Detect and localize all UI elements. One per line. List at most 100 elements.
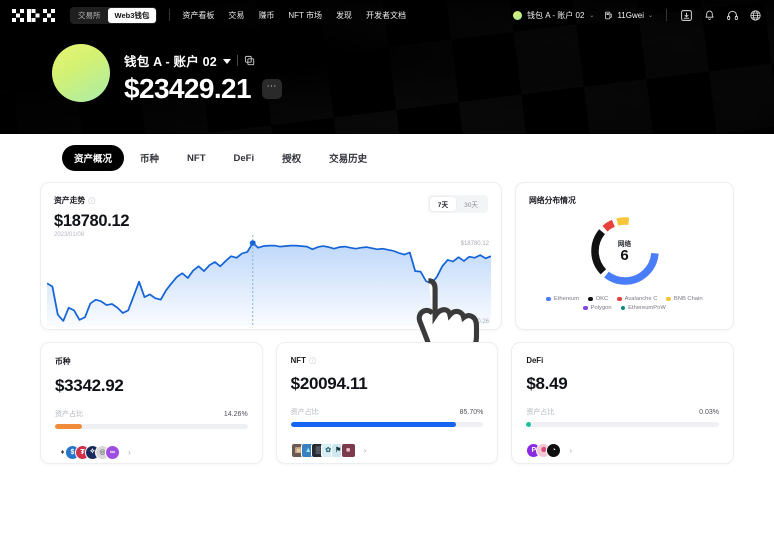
- asset-chip-icon: ∞: [105, 444, 120, 460]
- account-selector-label: 钱包 A - 账户 02: [527, 10, 585, 20]
- legend-dot: [583, 305, 588, 311]
- nft-card-icon-row[interactable]: ▣ ▲ ▒ ✿ ⚑ ■ ›: [290, 442, 484, 458]
- headphones-icon[interactable]: [726, 9, 739, 22]
- defi-summary-card: DeFi $8.49 资产占比 0.03% P ✺ ◔ ›: [511, 342, 735, 464]
- nav-link-developer-docs[interactable]: 开发者文档: [366, 10, 407, 20]
- defi-card-progress-fill: [526, 422, 531, 427]
- asset-chip-icon: ■: [340, 442, 356, 458]
- network-distribution-title-row: 网络分布情况: [529, 195, 720, 206]
- network-legend-row-2: Polygon EthereumPoW: [529, 305, 720, 311]
- legend-item-ethereum: Ethereum: [546, 296, 579, 302]
- legend-item-okc: OKC: [588, 296, 608, 302]
- nav-link-nft-market[interactable]: NFT 市场: [288, 10, 323, 20]
- navbar-divider: [169, 9, 171, 21]
- asset-trend-title: 资产走势: [54, 196, 86, 205]
- avatar[interactable]: [52, 44, 110, 102]
- network-legend: Ethereum OKC Avalanche C BNB Chain: [529, 296, 720, 311]
- token-card-title-row: 币种: [55, 356, 248, 367]
- legend-dot: [546, 296, 551, 302]
- total-balance: $23429.21: [124, 73, 252, 104]
- more-actions-button[interactable]: ⋯: [261, 79, 282, 99]
- defi-card-title: DeFi: [526, 356, 544, 365]
- defi-icon-stack: P ✺ ◔: [526, 442, 562, 458]
- chevron-right-icon[interactable]: ›: [363, 445, 367, 455]
- chevron-down-icon: ⌄: [589, 12, 595, 19]
- defi-card-icon-row[interactable]: P ✺ ◔ ›: [526, 442, 719, 458]
- legend-dot: [620, 305, 626, 311]
- nft-card-value: $20094.11: [290, 374, 368, 393]
- nft-card-title-row: NFT: [291, 356, 484, 365]
- legend-item-polygon: Polygon: [583, 305, 612, 311]
- bell-icon[interactable]: [703, 9, 716, 22]
- asset-trend-date: 2023/01/08: [54, 232, 85, 238]
- token-icon-stack: ♦ $ ₮ ⟡ ◎ ∞: [55, 444, 120, 460]
- share-label: 资产占比: [55, 411, 83, 418]
- network-distribution-card: 网络分布情况 网络 6 Ethereum: [515, 182, 734, 330]
- nav-link-earn[interactable]: 赚币: [258, 10, 275, 20]
- token-card-share-row: 资产占比 14.26%: [55, 409, 248, 419]
- token-summary-card: 币种 $3342.92 资产占比 14.26% ♦ $ ₮ ⟡ ◎ ∞ ›: [40, 342, 263, 464]
- main-content: 资产走势 $18780.12 2023/01/08 7天 30天: [0, 182, 774, 464]
- chevron-right-icon[interactable]: ›: [569, 445, 573, 455]
- nav-link-discover[interactable]: 发现: [336, 10, 353, 20]
- token-card-icon-row[interactable]: ♦ $ ₮ ⟡ ◎ ∞ ›: [55, 444, 248, 460]
- legend-dot: [666, 296, 671, 302]
- time-range-toggle: 7天 30天: [427, 195, 488, 213]
- okx-logo[interactable]: [12, 8, 56, 22]
- range-30d[interactable]: 30天: [464, 202, 478, 209]
- tab-nft[interactable]: NFT: [187, 152, 206, 164]
- tab-transaction-history[interactable]: 交易历史: [329, 154, 368, 165]
- top-navbar: 交易所 Web3钱包 资产看板 交易 赚币 NFT 市场 发现 开发者文档 钱包…: [0, 0, 774, 30]
- legend-label: Polygon: [590, 305, 612, 311]
- info-icon[interactable]: [309, 356, 317, 365]
- donut-label: 网络: [617, 241, 632, 249]
- chevron-down-icon[interactable]: [222, 59, 231, 64]
- legend-label: Avalanche C: [624, 296, 658, 302]
- segment-exchange[interactable]: 交易所: [78, 10, 101, 20]
- share-value: 0.03%: [699, 409, 720, 416]
- globe-icon[interactable]: [749, 9, 762, 22]
- donut-segment: [590, 217, 659, 285]
- range-7d[interactable]: 7天: [429, 197, 457, 211]
- tab-tokens[interactable]: 币种: [140, 154, 160, 165]
- chevron-right-icon[interactable]: ›: [128, 447, 131, 457]
- nft-icon-stack: ▣ ▲ ▒ ✿ ⚑ ■: [290, 442, 356, 458]
- section-tabs: 资产概况 币种 NFT DeFi 授权 交易历史: [0, 134, 774, 182]
- token-card-progress-track: [55, 424, 248, 429]
- gas-pump-icon: [605, 11, 613, 19]
- account-avatar-dot: [513, 10, 523, 20]
- tab-overview[interactable]: 资产概况: [62, 145, 125, 171]
- info-icon[interactable]: [88, 196, 96, 205]
- segment-web3-wallet[interactable]: Web3钱包: [107, 7, 157, 23]
- navbar-divider-2: [666, 9, 667, 21]
- asset-trend-title-row: 资产走势: [54, 195, 488, 206]
- legend-label: EthereumPoW: [628, 305, 666, 311]
- legend-item-avalanche-c: Avalanche C: [617, 296, 657, 302]
- asset-trend-chart[interactable]: $18780.12 $2190.26: [47, 235, 491, 358]
- nav-link-trade[interactable]: 交易: [228, 10, 245, 20]
- hero-account-block: 钱包 A - 账户 02 $23429.21 ⋯: [0, 30, 774, 105]
- nft-card-progress-fill: [290, 422, 456, 427]
- download-box-icon[interactable]: [680, 9, 693, 22]
- navbar-links: 资产看板 交易 赚币 NFT 市场 发现 开发者文档: [182, 10, 406, 21]
- asset-chip-icon: ◔: [546, 442, 562, 458]
- tab-approvals[interactable]: 授权: [282, 154, 302, 165]
- nav-link-dashboard[interactable]: 资产看板: [182, 10, 215, 20]
- hero-header: 交易所 Web3钱包 资产看板 交易 赚币 NFT 市场 发现 开发者文档 钱包…: [0, 0, 774, 134]
- account-divider: [236, 55, 238, 66]
- network-legend-row-1: Ethereum OKC Avalanche C BNB Chain: [529, 296, 720, 302]
- legend-label: OKC: [595, 296, 609, 302]
- trend-line-svg: [47, 235, 491, 327]
- account-selector[interactable]: 钱包 A - 账户 02 ⌄: [513, 10, 594, 21]
- mouse-cursor-icon: [416, 278, 480, 358]
- tab-defi[interactable]: DeFi: [233, 152, 255, 164]
- gas-price-selector[interactable]: 11Gwei ⌄: [604, 11, 653, 20]
- network-donut-chart[interactable]: 网络 6: [529, 212, 720, 290]
- donut-segment: [590, 217, 659, 285]
- overview-top-row: 资产走势 $18780.12 2023/01/08 7天 30天: [40, 182, 734, 358]
- copy-icon[interactable]: [244, 55, 255, 66]
- account-name: 钱包 A - 账户 02: [124, 55, 217, 69]
- share-label: 资产占比: [526, 409, 555, 416]
- donut-segment: [590, 217, 659, 285]
